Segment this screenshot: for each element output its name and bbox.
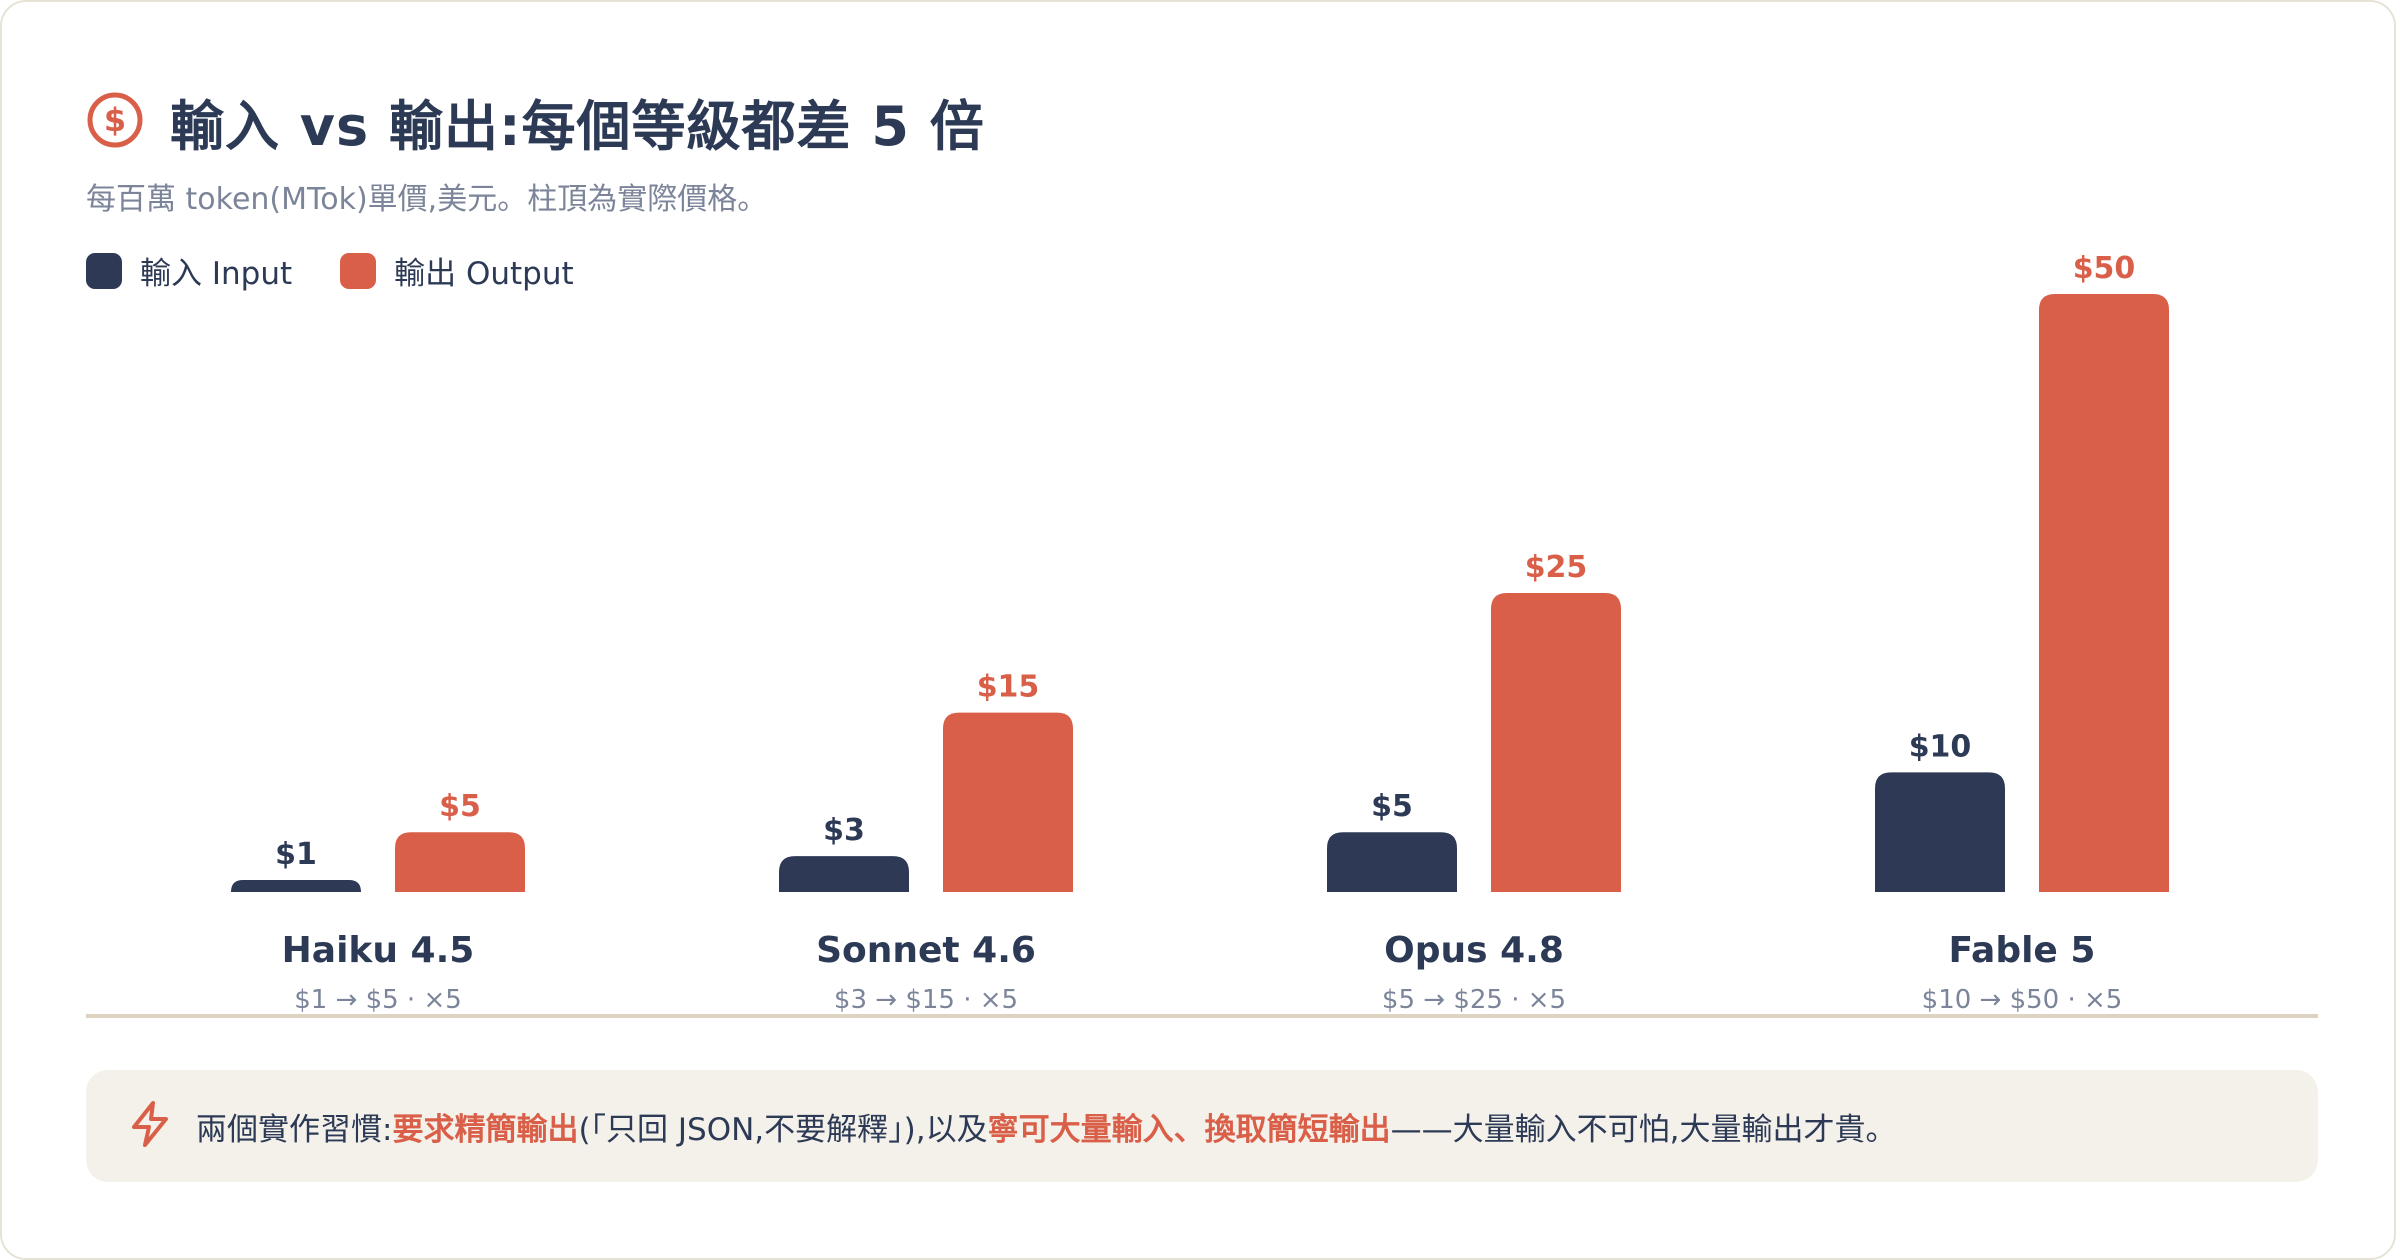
input-value-label-3: $5 [1371,789,1413,824]
legend-swatch-output [340,252,377,289]
category-note-1: $1 → $5 · ×5 [294,985,462,1015]
category-note-4: $10 → $50 · ×5 [1922,985,2123,1015]
input-bar-3 [1327,832,1457,892]
lightning-icon [128,1100,172,1152]
legend-item-input: 輸入 Input [86,248,292,293]
page-subtitle: 每百萬 token(MTok)單價,美元。柱頂為實際價格。 [86,182,768,217]
input-bar-4 [1875,772,2005,892]
output-value-label-1: $5 [439,789,481,824]
input-bar-1 [231,880,361,892]
svg-text:$: $ [104,101,126,139]
tip-text: 兩個實作習慣:要求精簡輸出(「只回 JSON,不要解釋」),以及寧可大量輸入、換… [196,1104,1896,1149]
input-bar-2 [779,856,909,892]
output-bar-4 [2039,294,2169,892]
legend-item-output: 輸出 Output [340,248,574,293]
page-title: 輸入 vs 輸出:每個等級都差 5 倍 [170,95,985,158]
legend-label-output: 輸出 Output [394,256,574,292]
tip-middle: (「只回 JSON,不要解釋」),以及 [578,1111,988,1148]
output-bar-1 [395,832,525,892]
legend-swatch-input [86,252,122,289]
category-note-3: $5 → $25 · ×5 [1382,985,1566,1015]
dollar-circle-icon: $ [86,91,144,153]
output-bar-3 [1491,593,1621,892]
input-value-label-2: $3 [823,813,865,848]
output-value-label-4: $50 [2073,251,2136,286]
bar-chart: $1 $5 Haiku 4.5 $1 → $5 · ×5 $3 $15 Sonnet 4.6… [86,251,2318,1018]
tip-highlight-input-tradeoff: 寧可大量輸入、換取簡短輸出 [987,1111,1391,1148]
tip-box: 兩個實作習慣:要求精簡輸出(「只回 JSON,不要解釋」),以及寧可大量輸入、換… [86,1070,2318,1182]
category-label-4: Fable 5 [1949,930,2096,971]
category-label-2: Sonnet 4.6 [816,930,1036,971]
output-value-label-2: $15 [977,670,1040,705]
legend: 輸入 Input 輸出 Output [86,248,622,293]
category-label-1: Haiku 4.5 [282,930,475,971]
tip-prefix: 兩個實作習慣: [196,1111,393,1148]
tip-suffix: ——大量輸入不可怕,大量輸出才貴。 [1390,1111,1897,1148]
output-value-label-3: $25 [1525,550,1588,585]
header: $ 輸入 vs 輸出:每個等級都差 5 倍 [86,82,985,161]
tip-highlight-concise-output: 要求精簡輸出 [392,1111,579,1148]
category-label-3: Opus 4.8 [1384,930,1564,971]
legend-label-input: 輸入 Input [140,256,293,292]
input-value-label-1: $1 [275,837,317,872]
input-value-label-4: $10 [1909,729,1972,764]
category-note-2: $3 → $15 · ×5 [834,985,1018,1015]
output-bar-2 [943,712,1073,892]
